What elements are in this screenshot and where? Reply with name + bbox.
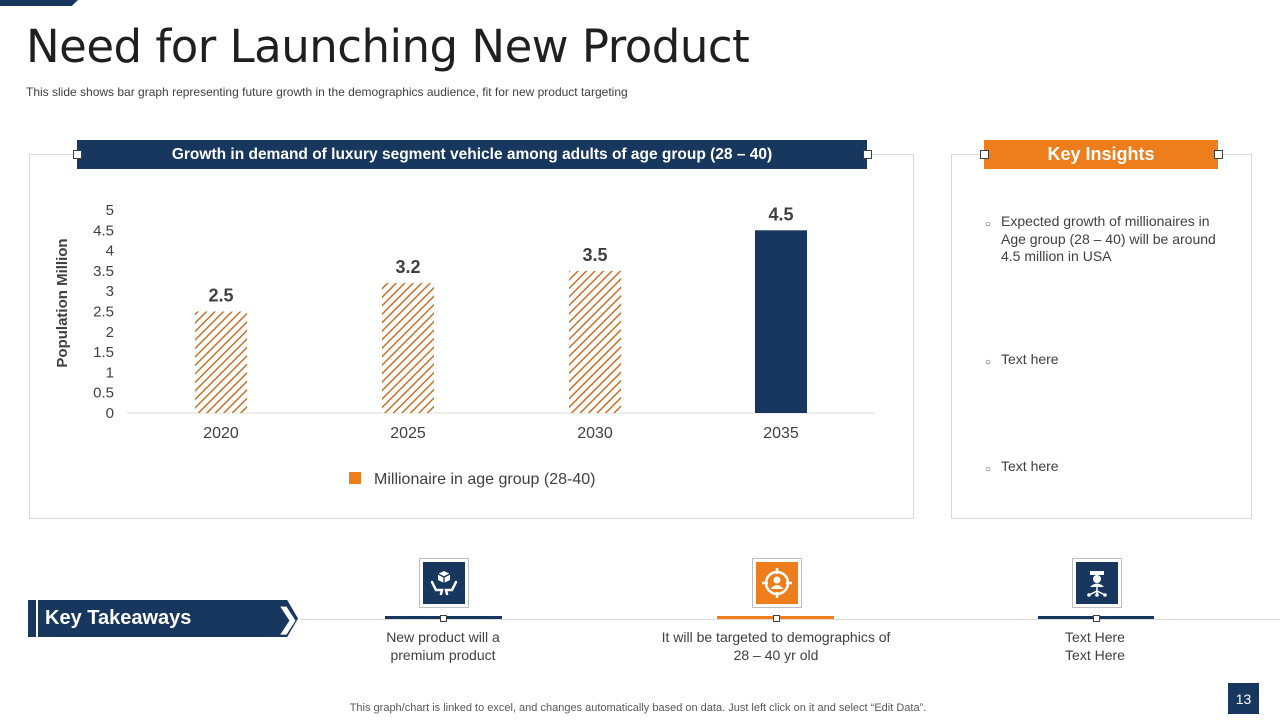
insight-text: Expected growth of millionaires in Age g… <box>1001 213 1216 264</box>
takeaway-node <box>1093 615 1100 622</box>
bar-2020[interactable] <box>195 311 247 414</box>
slide-subtitle: This slide shows bar graph representing … <box>26 85 628 99</box>
y-axis-label: Population Million <box>54 238 71 367</box>
circle-bullet-icon: ○ <box>985 219 992 230</box>
takeaway-line-1: Text Here <box>1065 629 1125 645</box>
hands-box-icon <box>419 558 469 608</box>
page-number: 13 <box>1228 683 1259 714</box>
x-tick-label: 2025 <box>390 425 426 442</box>
chart-header: Growth in demand of luxury segment vehic… <box>77 140 867 169</box>
y-tick-label: 3.5 <box>93 263 114 280</box>
data-label: 3.2 <box>395 257 420 277</box>
insight-item: ○ Text here <box>985 458 1225 479</box>
y-tick-label: 2.5 <box>93 304 114 321</box>
takeaway-text: New product will a premium product <box>343 628 543 664</box>
bar-2035[interactable] <box>755 230 807 413</box>
circle-bullet-icon: ○ <box>985 464 992 475</box>
footer-note: This graph/chart is linked to excel, and… <box>349 702 927 714</box>
takeaway-node <box>773 615 780 622</box>
circle-bullet-icon: ○ <box>985 357 992 368</box>
slide-title: Need for Launching New Product <box>26 20 750 73</box>
insight-item: ○ Expected growth of millionaires in Age… <box>985 213 1225 266</box>
legend-swatch <box>349 472 361 484</box>
data-label: 4.5 <box>768 204 793 224</box>
takeaway-line-2: Text Here <box>1065 647 1125 663</box>
data-label: 3.5 <box>582 245 607 265</box>
y-tick-label: 3 <box>106 283 114 300</box>
takeaway-text: Text Here Text Here <box>1015 628 1175 664</box>
data-label: 2.5 <box>208 286 233 306</box>
key-takeaways-banner: Key Takeaways ❯ <box>28 600 298 637</box>
chevron-right-icon: ❯ <box>276 603 300 634</box>
takeaway-line-1: It will be targeted to demographics of <box>661 629 891 645</box>
x-tick-label: 2030 <box>577 425 613 442</box>
resize-handle-left[interactable] <box>73 150 82 159</box>
target-user-icon <box>752 558 802 608</box>
insights-handle-left[interactable] <box>980 150 989 159</box>
y-tick-label: 1.5 <box>93 344 114 361</box>
insights-header: Key Insights <box>984 140 1218 169</box>
y-tick-label: 0.5 <box>93 385 114 402</box>
y-tick-label: 4 <box>106 243 114 260</box>
takeaway-node <box>440 615 447 622</box>
y-tick-label: 5 <box>106 202 114 219</box>
y-tick-label: 1 <box>106 364 114 381</box>
insight-text: Text here <box>1001 351 1059 367</box>
bar-chart[interactable]: 0 0.5 1 1.5 2 2.5 3 3.5 4 4.5 5 2.5 2020 3.2 2025 3.5 2… <box>30 190 910 500</box>
bar-2030[interactable] <box>569 270 621 413</box>
insights-handle-right[interactable] <box>1214 150 1223 159</box>
takeaway-divider <box>300 619 1280 620</box>
takeaway-line-2: 28 – 40 yr old <box>733 647 819 663</box>
insight-text: Text here <box>1001 458 1059 474</box>
top-accent-bar <box>0 0 78 6</box>
y-tick-label: 2 <box>106 324 114 341</box>
x-tick-label: 2035 <box>763 425 799 442</box>
y-tick-label: 4.5 <box>93 222 114 239</box>
insight-item: ○ Text here <box>985 351 1225 372</box>
legend-label: Millionaire in age group (28-40) <box>374 471 595 488</box>
y-tick-label: 0 <box>106 405 114 422</box>
takeaway-line-2: premium product <box>390 647 496 663</box>
x-tick-label: 2020 <box>203 425 239 442</box>
resize-handle-right[interactable] <box>863 150 872 159</box>
key-takeaways-label: Key Takeaways <box>45 607 192 629</box>
bar-2025[interactable] <box>382 283 434 413</box>
takeaway-text: It will be targeted to demographics of 2… <box>626 628 926 664</box>
takeaway-line-1: New product will a <box>386 629 500 645</box>
network-user-icon <box>1072 558 1122 608</box>
